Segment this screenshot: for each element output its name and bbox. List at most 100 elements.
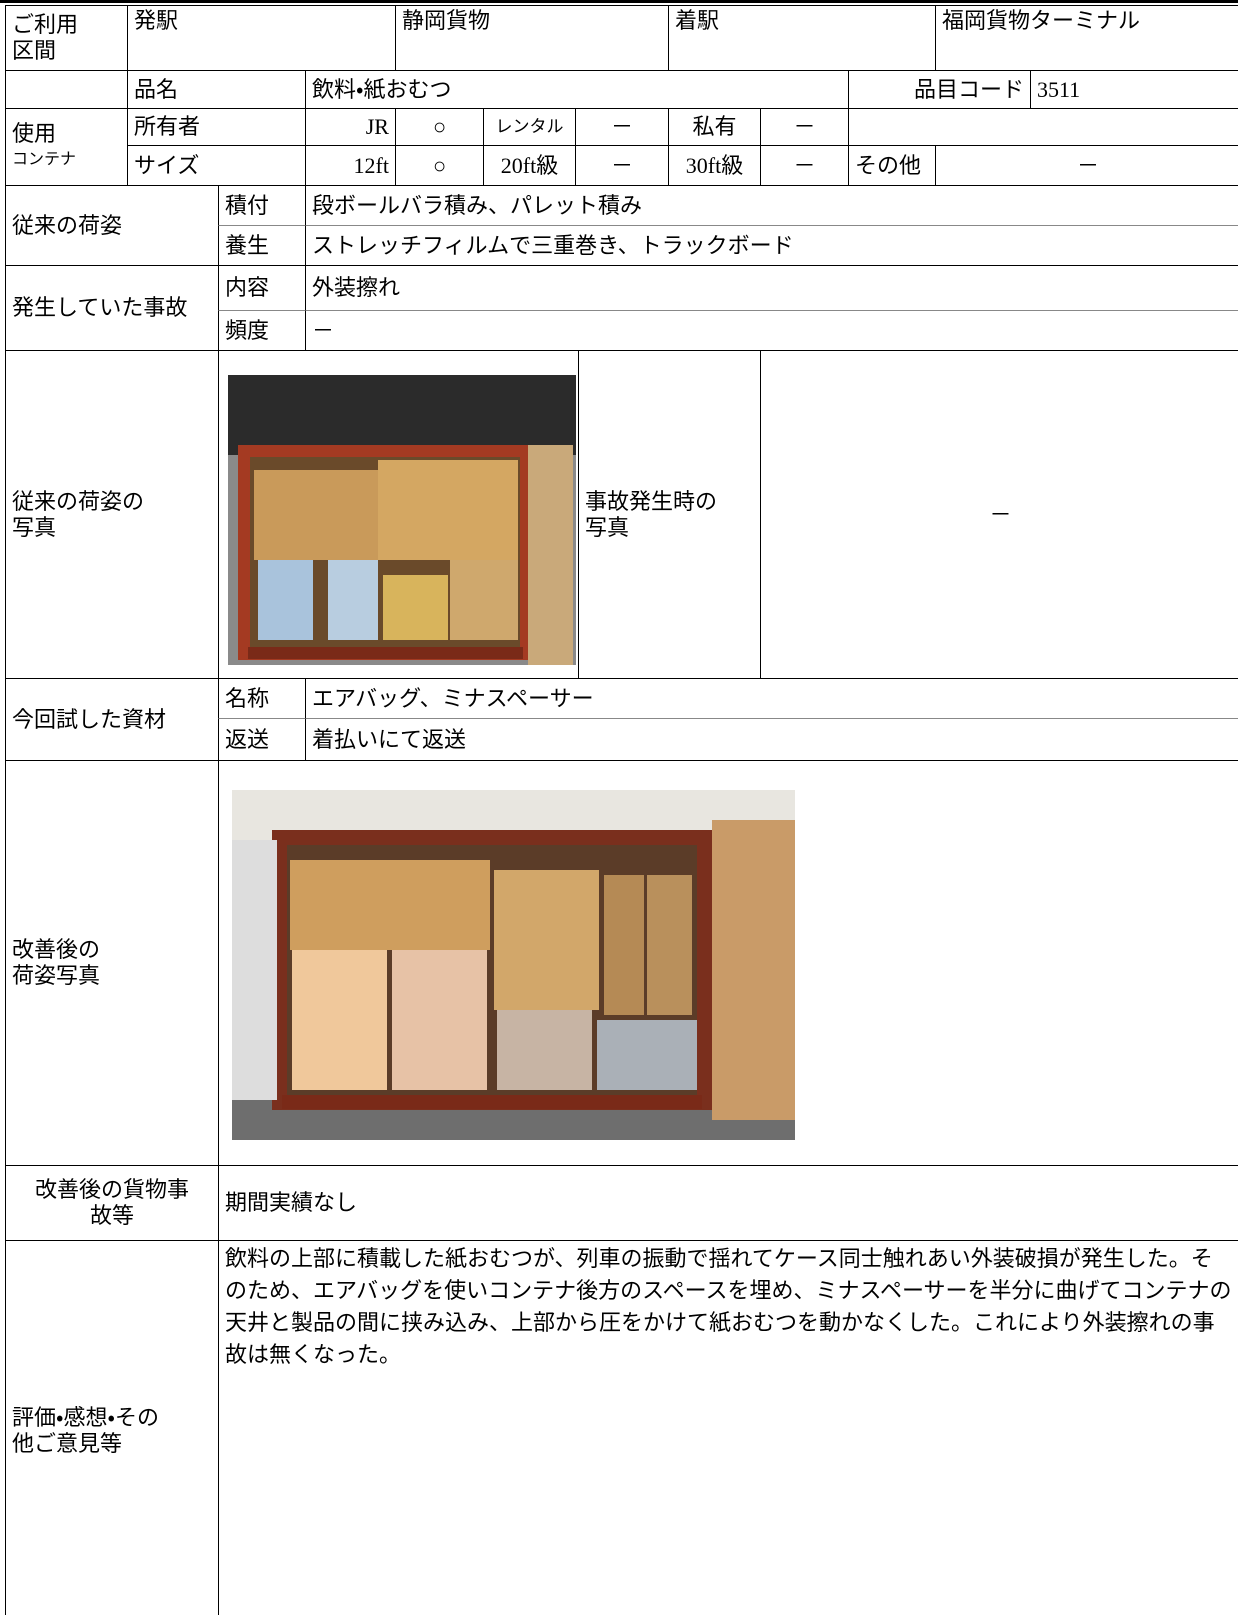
- size-option-text: 12ft: [353, 152, 389, 178]
- code-label: 品目コード: [848, 70, 1030, 108]
- accident-photo-label-text: 写真: [585, 514, 630, 540]
- from-label-text: 発駅: [134, 8, 179, 33]
- accident-value-text: 外装擦れ: [312, 275, 401, 300]
- photo-after: [232, 790, 795, 1140]
- container-label-text: 使用: [12, 121, 57, 146]
- item-name: 飲料・紙おむつ: [305, 70, 848, 108]
- packing-value-text: 段ボールバラ積み、パレット積み: [312, 192, 643, 218]
- material-value: 着払いにて返送: [305, 718, 1238, 760]
- accident-sub-label-text: 内容: [225, 275, 270, 300]
- container-label: 使用 コンテナ: [5, 108, 127, 185]
- size-option-text: 30ft級: [685, 152, 744, 178]
- accident-value: －: [305, 310, 1238, 350]
- packing-value: 段ボールバラ積み、パレット積み: [305, 185, 1238, 225]
- result-label: 改善後の貨物事 故等: [5, 1165, 218, 1240]
- material-sub-label-text: 名称: [225, 685, 270, 711]
- owner-option-text: －: [610, 114, 633, 139]
- size-option: ○: [395, 145, 483, 185]
- size-option-text: ○: [432, 152, 447, 178]
- after-photo-label-text: 改善後の: [12, 937, 101, 962]
- size-option: －: [575, 145, 668, 185]
- accident-sub-label: 頻度: [218, 310, 305, 350]
- after-photo-label: 改善後の 荷姿写真: [5, 760, 218, 1165]
- accident-label: 発生していた事故: [5, 265, 218, 350]
- blank: [5, 70, 127, 108]
- result-label-text: 改善後の貨物事: [34, 1177, 189, 1202]
- size-option-text: －: [610, 152, 633, 178]
- owner-option-text: レンタル: [495, 117, 564, 136]
- before-photo-label: 従来の荷姿の 写真: [5, 350, 218, 678]
- owner-option: ○: [395, 108, 483, 145]
- evaluation-text: 飲料の上部に積載した紙おむつが、列車の振動で揺れてケース同士触れあい外装破損が発…: [218, 1240, 1238, 1615]
- owner-option-text: ○: [432, 114, 447, 139]
- code-label-text: 品目コード: [913, 76, 1024, 102]
- material-sub-label: 返送: [218, 718, 305, 760]
- from-label: 発駅: [127, 5, 395, 70]
- owner-option-text: 私有: [692, 114, 737, 139]
- owner-option: －: [575, 108, 668, 145]
- accident-sub-label-text: 頻度: [225, 317, 270, 343]
- photo-cell: [218, 760, 1238, 1165]
- route-label-text: ご利用: [12, 12, 79, 37]
- result-text: 期間実績なし: [218, 1165, 1238, 1240]
- material-sub-label: 名称: [218, 678, 305, 718]
- from-station: 静岡貨物: [395, 5, 668, 70]
- evaluation-label-text: 評価・感想・その: [12, 1404, 159, 1430]
- size-option-text: －: [793, 152, 816, 178]
- size-option-text: 20ft級: [500, 152, 559, 178]
- from-station-text: 静岡貨物: [402, 8, 491, 33]
- item-name-text: 飲料・紙おむつ: [312, 76, 452, 102]
- to-station: 福岡貨物ターミナル: [935, 5, 1238, 70]
- size-option: その他: [848, 145, 935, 185]
- material-value-text: エアバッグ、ミナスペーサー: [312, 685, 594, 711]
- item-code: 3511: [1030, 70, 1238, 108]
- evaluation-text-text: 飲料の上部に積載した紙おむつが、列車の振動で揺れてケース同士触れあい外装破損が発…: [225, 1246, 1232, 1367]
- material-label-text: 今回試した資材: [12, 706, 167, 732]
- owner-option: 私有: [668, 108, 760, 145]
- accident-photo-label-text: 事故発生時の: [585, 488, 718, 514]
- packing-sub-label: 養生: [218, 225, 305, 265]
- item-code-text: 3511: [1037, 76, 1081, 102]
- owner-label-text: 所有者: [134, 114, 201, 139]
- packing-value-text: ストレッチフィルムで三重巻き、トラックボード: [312, 232, 794, 258]
- result-text-text: 期間実績なし: [225, 1190, 358, 1215]
- to-label: 着駅: [668, 5, 935, 70]
- packing-sub-label: 積付: [218, 185, 305, 225]
- before-photo-label-text: 写真: [12, 514, 57, 540]
- after-photo-label-text: 荷姿写真: [12, 963, 101, 988]
- owner-option: レンタル: [483, 108, 575, 145]
- evaluation-label-text: 他ご意見等: [12, 1430, 123, 1456]
- accident-label-text: 発生していた事故: [12, 295, 188, 320]
- accident-sub-label: 内容: [218, 265, 305, 310]
- material-sub-label-text: 返送: [225, 726, 270, 752]
- material-label: 今回試した資材: [5, 678, 218, 760]
- size-option: 20ft級: [483, 145, 575, 185]
- to-label-text: 着駅: [675, 8, 720, 33]
- size-option-text: その他: [855, 152, 922, 178]
- material-value-text: 着払いにて返送: [312, 726, 467, 752]
- accident-photo: －: [760, 350, 1238, 678]
- accident-value-text: －: [312, 317, 335, 343]
- route-label: ご利用 区間: [5, 5, 127, 70]
- size-label: サイズ: [127, 145, 305, 185]
- blank: [848, 108, 1238, 145]
- owner-option-text: JR: [365, 114, 389, 139]
- owner-option: －: [760, 108, 848, 145]
- result-label-text: 故等: [89, 1203, 134, 1228]
- before-photo-label-text: 従来の荷姿の: [12, 488, 145, 514]
- container-label-text: コンテナ: [12, 151, 77, 168]
- owner-option: JR: [305, 108, 395, 145]
- evaluation-label: 評価・感想・その 他ご意見等: [5, 1240, 218, 1615]
- item-label-text: 品名: [134, 76, 179, 102]
- owner-label: 所有者: [127, 108, 305, 145]
- accident-photo-text: －: [989, 501, 1012, 527]
- size-option: －: [760, 145, 848, 185]
- accident-photo-label: 事故発生時の 写真: [578, 350, 760, 678]
- photo-before: [228, 375, 576, 665]
- owner-option-text: －: [793, 114, 816, 139]
- size-option-text: －: [1076, 152, 1099, 178]
- size-option: －: [935, 145, 1238, 185]
